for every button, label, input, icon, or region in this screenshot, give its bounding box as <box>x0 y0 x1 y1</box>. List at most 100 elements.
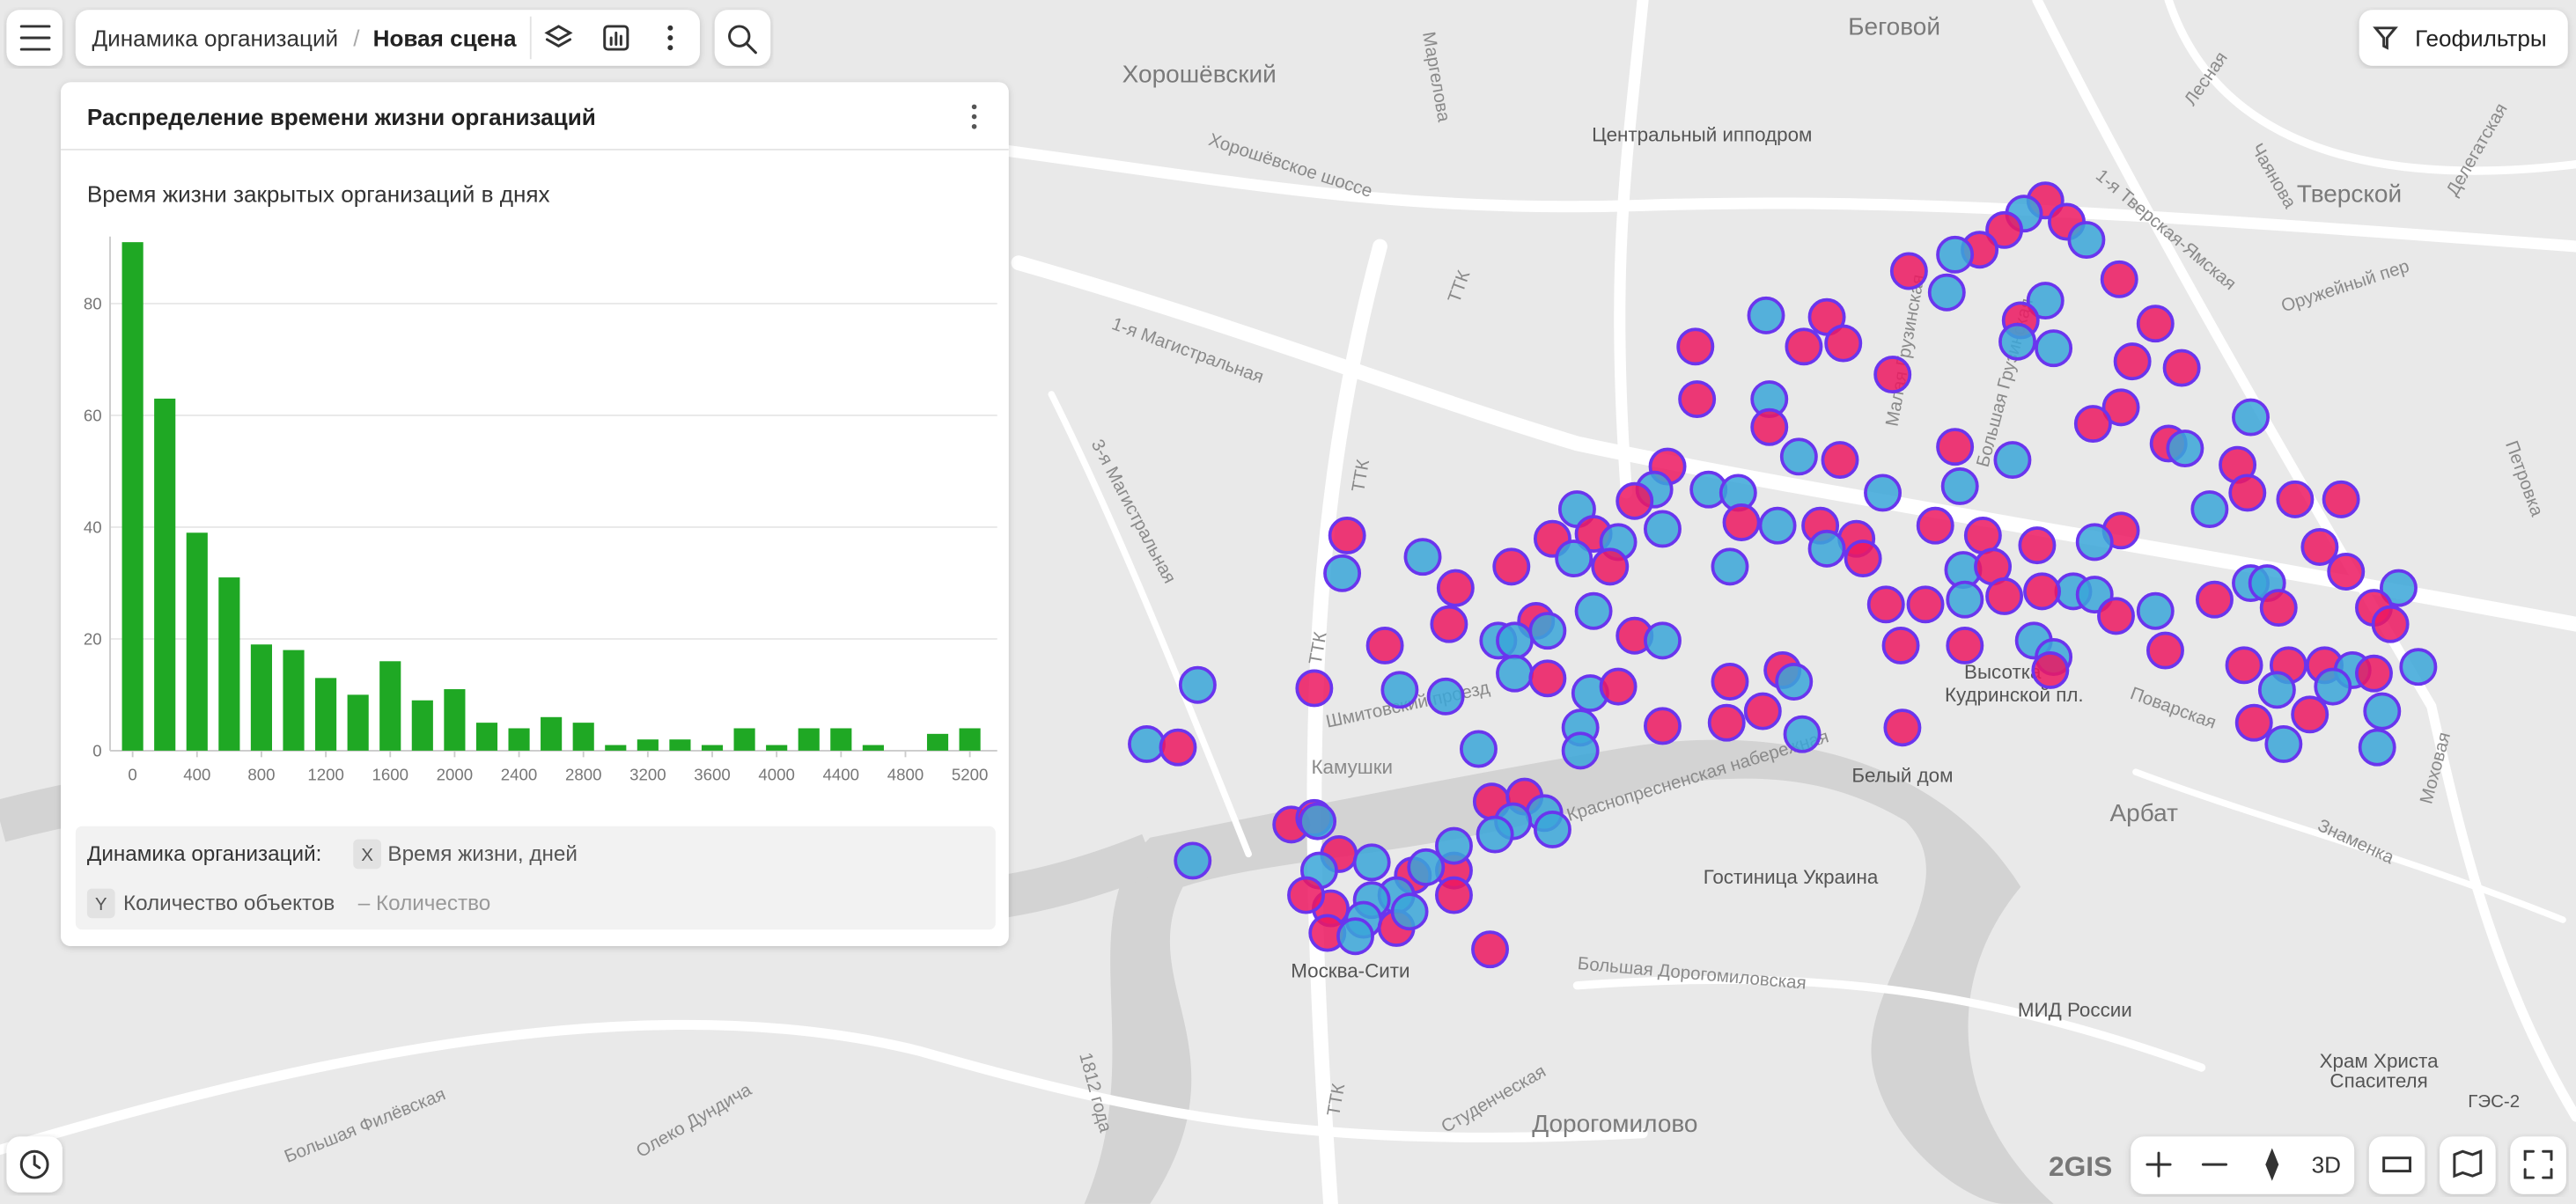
map-point <box>1722 503 1761 541</box>
ruler-button[interactable] <box>2368 1136 2425 1194</box>
map-point <box>1561 731 1600 770</box>
map-point <box>2363 692 2402 730</box>
map-point <box>1435 876 1473 914</box>
map-point <box>1174 841 1212 880</box>
bar <box>154 398 176 751</box>
map-point <box>1496 654 1534 693</box>
map-point <box>1496 621 1534 660</box>
map-point <box>1574 591 1613 630</box>
x-tick-label: 0 <box>128 765 136 783</box>
poi-label: Кудринской пл. <box>1945 684 2084 706</box>
bar <box>862 745 884 751</box>
fullscreen-button[interactable] <box>2510 1136 2566 1194</box>
zoom-in[interactable] <box>2145 1151 2172 1178</box>
map-points <box>1128 181 2438 969</box>
legend-source: Динамика организаций: <box>87 842 321 866</box>
poi-label: Высотка <box>1964 661 2042 683</box>
more-button[interactable] <box>667 25 673 51</box>
y-tick-label: 40 <box>84 518 102 536</box>
map-point <box>2162 349 2201 387</box>
bar <box>283 650 305 751</box>
search-button[interactable] <box>714 10 771 66</box>
x-tick-label: 1600 <box>372 765 408 783</box>
map-point <box>1821 441 1859 480</box>
map-point <box>1881 626 1920 664</box>
bar <box>508 728 530 751</box>
map-point <box>1533 810 1571 848</box>
breadcrumb-link[interactable]: Динамика организаций <box>92 25 339 51</box>
map-point <box>1889 252 1928 290</box>
bar <box>186 532 208 751</box>
bar <box>798 728 820 751</box>
map-point <box>2190 490 2229 529</box>
separator: / <box>353 25 360 51</box>
map-point <box>1555 540 1593 578</box>
map-point <box>2113 342 2152 381</box>
map-point <box>1390 892 1429 931</box>
map-style-button[interactable] <box>2440 1136 2496 1194</box>
bar <box>121 242 144 751</box>
panel-menu[interactable] <box>971 104 977 129</box>
bar <box>411 700 433 751</box>
legend-y: Количество объектов <box>123 892 335 915</box>
map-point <box>1471 930 1509 969</box>
map-point <box>1927 273 1966 312</box>
map-point <box>1985 210 2024 249</box>
district-label: Хорошёвский <box>1122 60 1277 87</box>
map-point <box>1785 327 1823 366</box>
map-point <box>1436 569 1475 607</box>
map-point <box>2100 260 2138 298</box>
y-tick-label: 60 <box>84 406 102 424</box>
map-point <box>1599 667 1638 706</box>
bar <box>379 661 401 751</box>
x-tick-label: 1200 <box>307 765 344 783</box>
map-point <box>1435 826 1473 865</box>
map-point <box>2322 480 2360 518</box>
history-button[interactable] <box>6 1136 63 1193</box>
bar <box>959 728 981 751</box>
layers-button[interactable] <box>544 25 573 48</box>
map-point <box>1528 612 1567 650</box>
x-tick-label: 4800 <box>887 765 924 783</box>
panel-title: Распределение времени жизни организаций <box>87 104 596 130</box>
chart-subtitle: Время жизни закрытых организаций в днях <box>87 181 550 208</box>
map-point <box>1783 715 1822 753</box>
map-point <box>1287 876 1325 914</box>
map-point <box>1476 815 1514 854</box>
geofilters-button[interactable]: Геофильтры <box>2359 10 2568 66</box>
menu-button[interactable] <box>6 10 63 66</box>
district-label: Дорогомилово <box>1532 1110 1697 1137</box>
chart-button[interactable] <box>603 25 629 51</box>
poi-label: Гостиница Украина <box>1704 866 1879 888</box>
map-point <box>2314 667 2352 706</box>
breadcrumb-current[interactable]: Новая сцена <box>373 25 517 51</box>
axis-key: Y <box>95 894 107 914</box>
map-point <box>1492 547 1531 586</box>
compass[interactable] <box>2265 1148 2279 1181</box>
map-point <box>2031 650 2070 689</box>
map-point <box>1460 730 1498 768</box>
map-point <box>2097 597 2135 635</box>
view-3d[interactable]: 3D <box>2312 1151 2341 1178</box>
map-point <box>2035 329 2073 368</box>
map-point <box>2257 671 2296 709</box>
map-point <box>2327 553 2366 591</box>
bar <box>444 689 466 751</box>
x-tick-label: 4000 <box>758 765 795 783</box>
map-point <box>1676 327 1715 366</box>
map-point <box>2358 728 2396 767</box>
map-point <box>2196 580 2234 619</box>
zoom-controls <box>2131 1136 2355 1194</box>
map-point <box>1426 677 1465 716</box>
map-point <box>1430 605 1468 643</box>
map-point <box>2259 589 2298 627</box>
map-point <box>2355 654 2393 693</box>
x-tick-label: 2800 <box>565 765 602 783</box>
map-point <box>1295 669 1334 708</box>
map-point <box>2073 405 2112 443</box>
map-point <box>2371 605 2410 643</box>
map-point <box>1380 671 1419 709</box>
bar <box>572 723 594 751</box>
map-point <box>2228 474 2267 512</box>
bar <box>541 716 563 751</box>
